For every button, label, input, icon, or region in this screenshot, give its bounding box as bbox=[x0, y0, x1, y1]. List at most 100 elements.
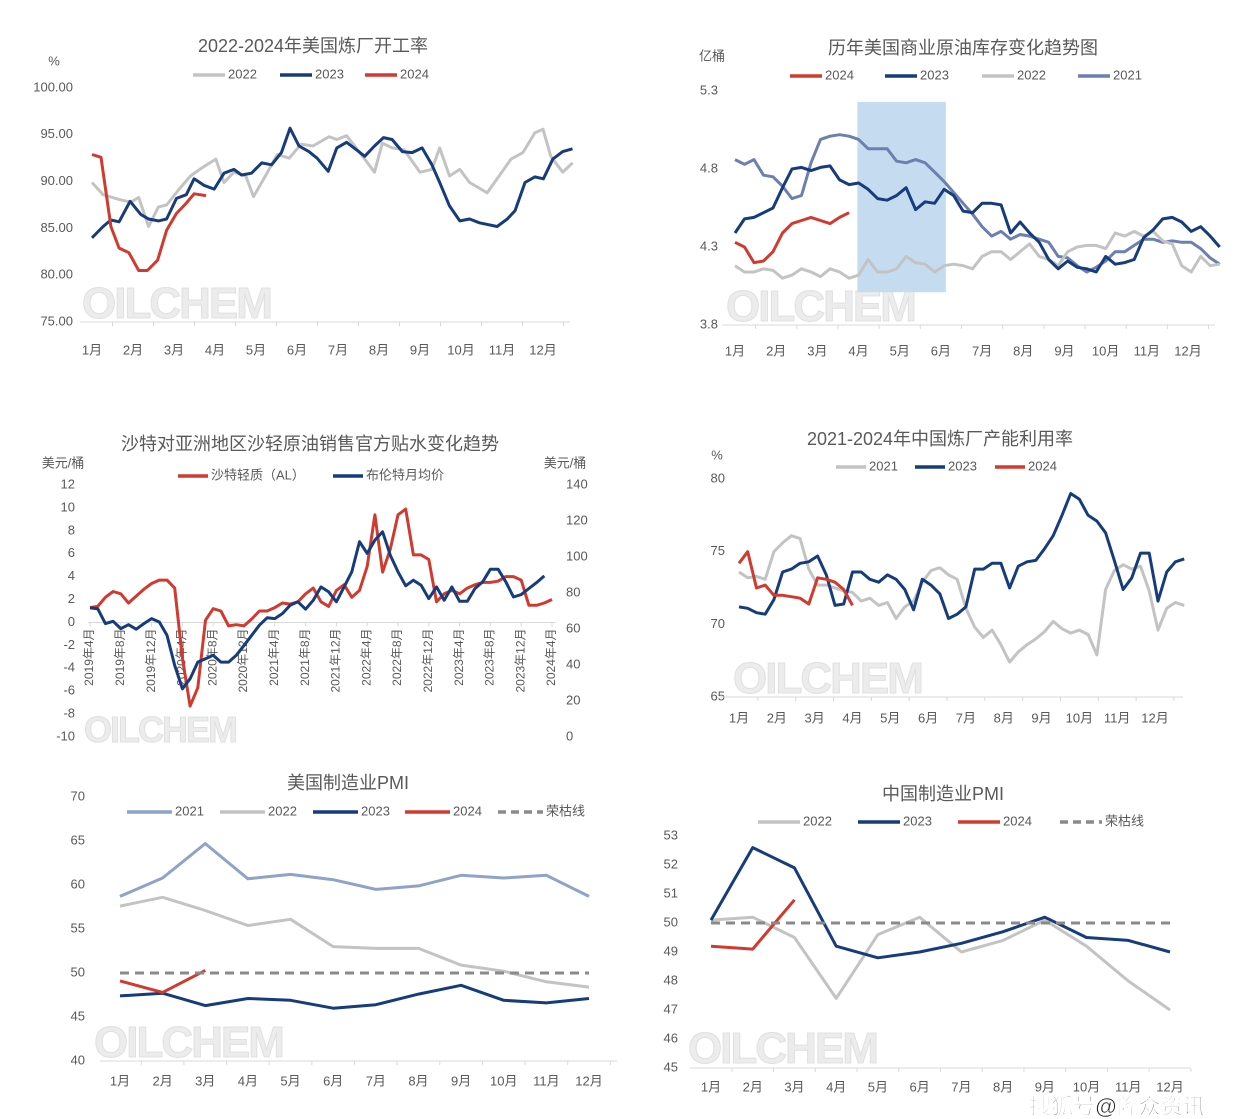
legend-item-2024: 2024 bbox=[790, 67, 854, 82]
x-tick-label: 8月 bbox=[369, 342, 389, 357]
legend-label: 荣枯线 bbox=[546, 803, 585, 818]
x-tick-label: 1月 bbox=[82, 342, 102, 357]
x-tick-label: 12月 bbox=[1156, 1079, 1183, 1094]
y-tick-label: -4 bbox=[63, 660, 75, 675]
chart-title: 中国制造业PMI bbox=[882, 784, 1004, 804]
x-tick-label: 9月 bbox=[410, 342, 430, 357]
x-tick-label: 8月 bbox=[408, 1073, 428, 1088]
series-line-布伦特月均价 bbox=[89, 530, 546, 691]
series-line-2024 bbox=[91, 153, 207, 272]
x-tick-label: 6月 bbox=[931, 343, 951, 358]
legend-item-2022: 2022 bbox=[220, 803, 297, 818]
legend-item-沙特轻质（AL）: 沙特轻质（AL） bbox=[178, 467, 305, 482]
x-tick-label: 7月 bbox=[972, 343, 992, 358]
oilchem-watermark-logo: OILCHEM bbox=[688, 1024, 877, 1073]
legend-item-2021: 2021 bbox=[1078, 67, 1142, 82]
y-tick-label-right: 40 bbox=[566, 656, 580, 671]
oilchem-watermark-logo: OILCHEM bbox=[733, 654, 922, 703]
legend-label: 荣枯线 bbox=[1105, 813, 1144, 828]
x-tick-label: 9月 bbox=[1031, 710, 1051, 725]
y-tick-label: 90.00 bbox=[40, 173, 73, 188]
x-tick-label: 4月 bbox=[842, 710, 862, 725]
x-tick-label: 4月 bbox=[238, 1073, 258, 1088]
legend-item-2021: 2021 bbox=[836, 458, 898, 473]
y-tick-label-right: 120 bbox=[566, 512, 588, 527]
y-tick-label: 65 bbox=[71, 832, 85, 847]
y-tick-label: 12 bbox=[61, 476, 75, 491]
x-tick-label: 3月 bbox=[164, 342, 184, 357]
chart-title: 沙特对亚洲地区沙轻原油销售官方贴水变化趋势 bbox=[121, 434, 499, 454]
y-tick-label-right: 60 bbox=[566, 620, 580, 635]
series-line-沙特轻质（AL） bbox=[89, 507, 553, 708]
legend-label: 2024 bbox=[400, 66, 429, 81]
y-tick-label: 45 bbox=[71, 1008, 85, 1023]
y-tick-label: 0 bbox=[68, 614, 75, 629]
x-tick-label: 2021年4月 bbox=[267, 628, 281, 685]
y-tick-label: 60 bbox=[71, 876, 85, 891]
y-tick-label: 4 bbox=[68, 568, 75, 583]
chart-title: 2022-2024年美国炼厂开工率 bbox=[198, 36, 428, 56]
y-tick-label: 50 bbox=[664, 914, 678, 929]
y-tick-label: 51 bbox=[664, 885, 678, 900]
legend-label: 2021 bbox=[1113, 67, 1142, 82]
chart-panel-5: OILCHEM 美国制造业PMI 70 65 60 55 50 45 40 1月 2月 3月 4月 5月 6… bbox=[71, 773, 617, 1088]
oilchem-watermark-logo: OILCHEM bbox=[94, 1018, 283, 1067]
x-tick-label: 4月 bbox=[826, 1079, 846, 1094]
legend-label: 沙特轻质（AL） bbox=[211, 467, 305, 482]
x-tick-label: 2024年4月 bbox=[544, 628, 558, 685]
chart-panel-4: OILCHEM 2021-2024年中国炼厂产能利用率% 80 75 70 65 1月 2月 3… bbox=[711, 429, 1185, 725]
legend-label: 2023 bbox=[948, 458, 977, 473]
legend-label: 布伦特月均价 bbox=[366, 467, 444, 482]
y-tick-label: 52 bbox=[664, 856, 678, 871]
x-tick-label: 7月 bbox=[366, 1073, 386, 1088]
x-tick-label: 1月 bbox=[701, 1079, 721, 1094]
legend-label: 2022 bbox=[268, 803, 297, 818]
legend-item-2024: 2024 bbox=[365, 66, 429, 81]
y-tick-label-right: 140 bbox=[566, 476, 588, 491]
source-watermark: 搜狐号@隆众资讯 bbox=[1029, 1094, 1204, 1119]
y-tick-label: 6 bbox=[68, 545, 75, 560]
x-tick-label: 11月 bbox=[1104, 710, 1131, 725]
x-tick-label: 11月 bbox=[533, 1073, 560, 1088]
legend-label: 2022 bbox=[228, 66, 257, 81]
x-tick-label: 2019年12月 bbox=[144, 628, 158, 692]
y-tick-label: 50 bbox=[71, 964, 85, 979]
y-axis-unit-right: 美元/桶 bbox=[544, 455, 587, 470]
y-tick-label-right: 100 bbox=[566, 548, 588, 563]
x-tick-label: 5月 bbox=[246, 342, 266, 357]
series-line-2021 bbox=[738, 534, 1185, 664]
series-line-2023 bbox=[90, 126, 573, 239]
legend-item-2021: 2021 bbox=[127, 803, 204, 818]
y-tick-label: 10 bbox=[61, 499, 75, 514]
legend-item-2024: 2024 bbox=[958, 813, 1032, 828]
x-tick-label: 2022年8月 bbox=[390, 628, 404, 685]
y-tick-label: -2 bbox=[63, 637, 75, 652]
y-axis-unit: 美元/桶 bbox=[42, 455, 85, 470]
x-tick-label: 10月 bbox=[490, 1073, 517, 1088]
x-tick-label: 2022年12月 bbox=[421, 628, 435, 692]
x-tick-label: 8月 bbox=[1013, 343, 1033, 358]
x-tick-label: 2019年8月 bbox=[113, 628, 127, 685]
y-tick-label: -8 bbox=[63, 706, 75, 721]
oilchem-watermark-logo: OILCHEM bbox=[84, 709, 236, 750]
y-tick-label: 3.8 bbox=[700, 316, 718, 331]
series-line-2023 bbox=[738, 492, 1185, 620]
y-tick-label: 80.00 bbox=[40, 267, 73, 282]
y-axis-unit: % bbox=[48, 53, 60, 68]
x-tick-label: 2021年8月 bbox=[298, 628, 312, 685]
legend-item-2023: 2023 bbox=[313, 803, 390, 818]
y-axis-unit: 亿桶 bbox=[699, 48, 725, 63]
chart-panel-6: OILCHEM 中国制造业PMI 53 52 51 50 49 48 47 46 45 1月 2月 3月 4… bbox=[664, 784, 1192, 1094]
y-tick-label: 5.3 bbox=[700, 82, 718, 97]
x-tick-label: 2月 bbox=[767, 710, 787, 725]
legend-label: 2024 bbox=[1028, 458, 1057, 473]
x-tick-label: 7月 bbox=[328, 342, 348, 357]
series-line-2022 bbox=[90, 127, 574, 228]
y-tick-label-right: 20 bbox=[566, 692, 580, 707]
x-tick-label: 3月 bbox=[195, 1073, 215, 1088]
x-tick-label: 6月 bbox=[910, 1079, 930, 1094]
chart-title: 2021-2024年中国炼厂产能利用率 bbox=[807, 429, 1073, 449]
